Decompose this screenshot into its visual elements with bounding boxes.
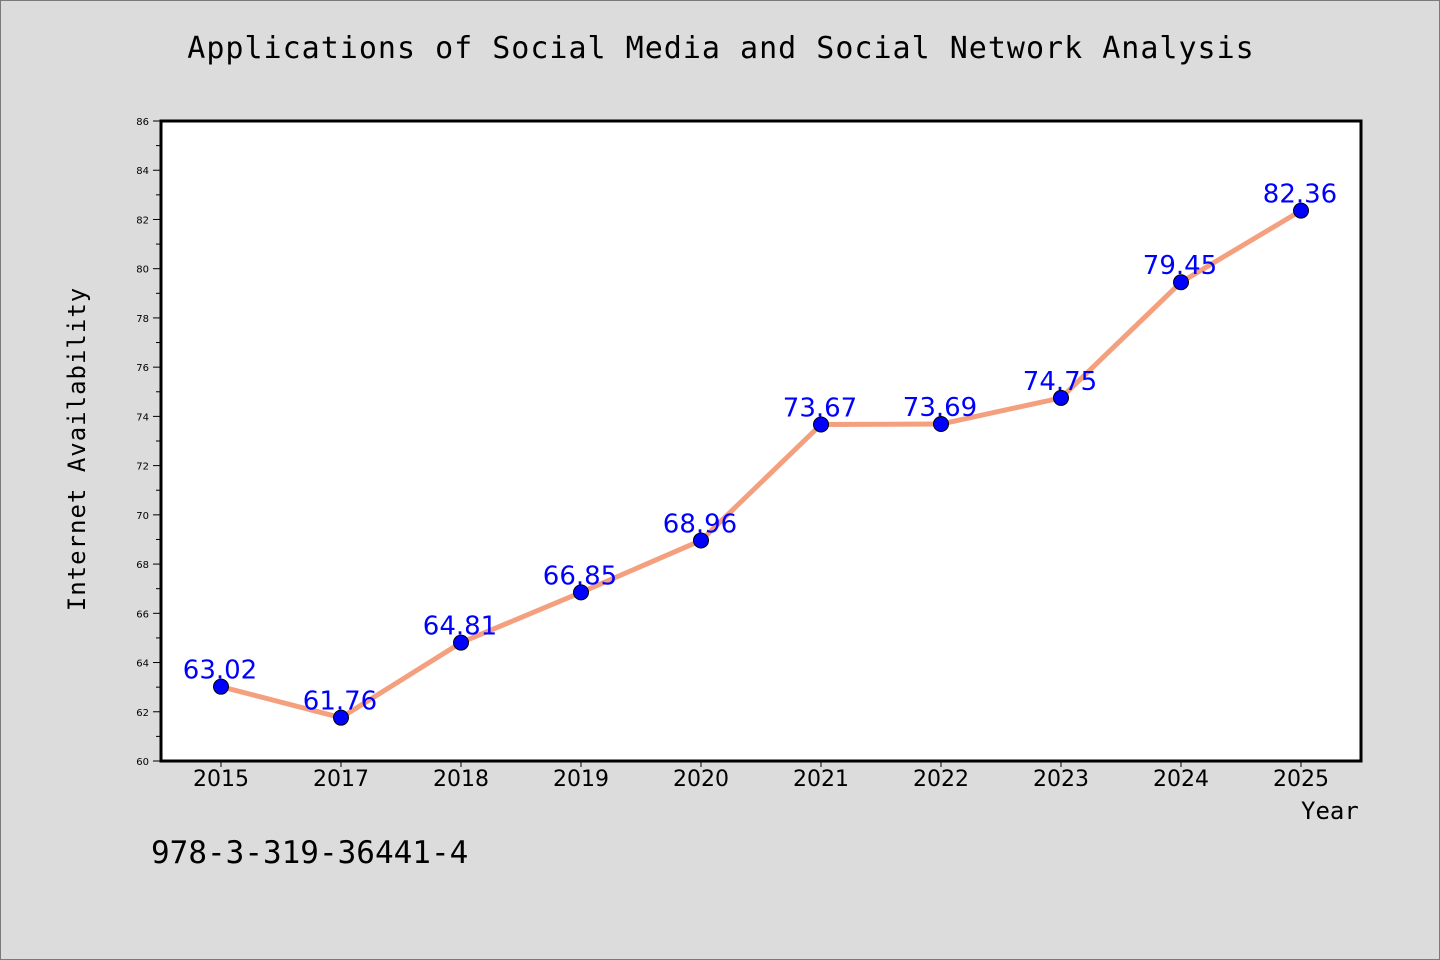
data-label: 73.67	[783, 394, 857, 424]
y-tick-label: 82	[136, 215, 149, 226]
y-tick-label: 66	[136, 609, 149, 620]
y-tick-label: 84	[136, 166, 149, 177]
series-line	[218, 208, 1304, 721]
data-point	[333, 709, 349, 726]
x-tick-label: 2022	[913, 767, 969, 792]
y-tick-label: 80	[136, 265, 149, 276]
footnote-isbn: 978-3-319-36441-4	[151, 835, 469, 871]
x-tick-label: 2015	[193, 767, 249, 792]
x-tick-label: 2017	[313, 767, 369, 792]
x-tick-label: 2021	[793, 767, 849, 792]
y-tick-label: 74	[136, 412, 149, 423]
x-axis-label: Year	[1301, 797, 1359, 825]
data-point	[933, 416, 949, 433]
chart-title: Applications of Social Media and Social …	[187, 31, 1255, 66]
data-point	[693, 532, 709, 549]
x-tick-label: 2020	[673, 767, 729, 792]
y-tick-label: 78	[136, 314, 149, 325]
data-label: 61.76	[303, 687, 377, 717]
plot-frame	[159, 119, 1363, 763]
y-tick-label: 72	[136, 462, 149, 473]
y-tick-label: 64	[136, 659, 149, 670]
x-tick-label: 2018	[433, 767, 489, 792]
data-point	[1053, 389, 1069, 406]
x-tick-label: 2019	[553, 767, 609, 792]
data-label: 64.81	[423, 612, 497, 642]
y-tick-label: 86	[136, 117, 149, 128]
y-tick-label: 70	[136, 511, 149, 522]
x-tick-label: 2023	[1033, 767, 1089, 792]
x-tick-label: 2024	[1153, 767, 1209, 792]
data-point	[453, 634, 469, 651]
data-point	[213, 678, 229, 695]
y-tick-label: 60	[136, 757, 149, 768]
data-point	[1173, 274, 1189, 291]
data-point	[813, 416, 829, 433]
y-tick-label: 68	[136, 560, 149, 571]
data-label: 68.96	[663, 509, 737, 539]
data-label: 79.45	[1143, 251, 1217, 281]
data-point	[573, 584, 589, 601]
data-label: 66.85	[543, 561, 617, 591]
data-label: 74.75	[1023, 367, 1097, 397]
y-tick-label: 62	[136, 708, 149, 719]
data-label: 63.02	[183, 656, 257, 686]
data-label: 73.69	[903, 393, 977, 423]
x-tick-label: 2025	[1273, 767, 1329, 792]
data-label: 82.36	[1263, 180, 1337, 210]
data-point	[1293, 202, 1309, 219]
plot-area	[161, 121, 1361, 761]
y-tick-label: 76	[136, 363, 149, 374]
